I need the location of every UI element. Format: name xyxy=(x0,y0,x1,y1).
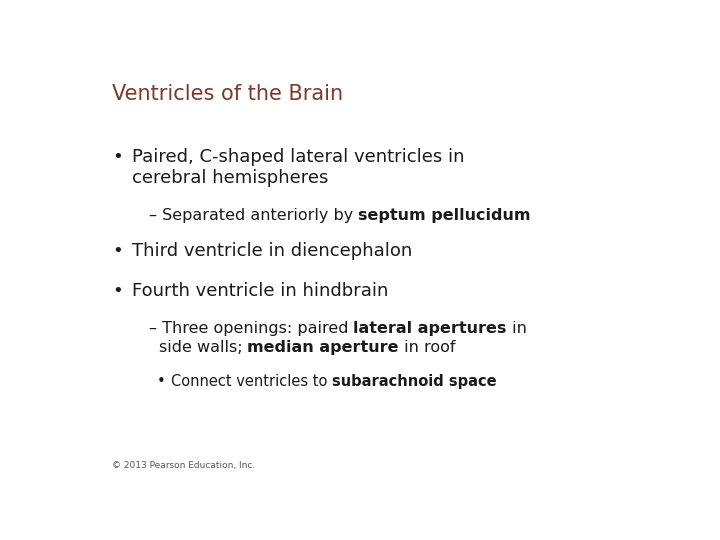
Text: septum pellucidum: septum pellucidum xyxy=(358,208,531,223)
Text: subarachnoid space: subarachnoid space xyxy=(332,374,497,389)
Text: •: • xyxy=(112,242,123,260)
Text: median aperture: median aperture xyxy=(248,340,399,355)
Text: Third ventricle in diencephalon: Third ventricle in diencephalon xyxy=(132,242,412,260)
Text: Connect ventricles to: Connect ventricles to xyxy=(171,374,332,389)
Text: cerebral hemispheres: cerebral hemispheres xyxy=(132,168,328,186)
Text: lateral apertures: lateral apertures xyxy=(354,321,507,336)
Text: Ventricles of the Brain: Ventricles of the Brain xyxy=(112,84,343,104)
Text: – Separated anteriorly by: – Separated anteriorly by xyxy=(148,208,358,223)
Text: in: in xyxy=(507,321,526,336)
Text: side walls;: side walls; xyxy=(158,340,248,355)
Text: – Three openings: paired: – Three openings: paired xyxy=(148,321,354,336)
Text: •: • xyxy=(112,281,123,300)
Text: •: • xyxy=(157,374,166,389)
Text: Fourth ventricle in hindbrain: Fourth ventricle in hindbrain xyxy=(132,281,388,300)
Text: •: • xyxy=(112,148,123,166)
Text: © 2013 Pearson Education, Inc.: © 2013 Pearson Education, Inc. xyxy=(112,461,256,470)
Text: in roof: in roof xyxy=(399,340,455,355)
Text: Paired, C-shaped lateral ventricles in: Paired, C-shaped lateral ventricles in xyxy=(132,148,464,166)
